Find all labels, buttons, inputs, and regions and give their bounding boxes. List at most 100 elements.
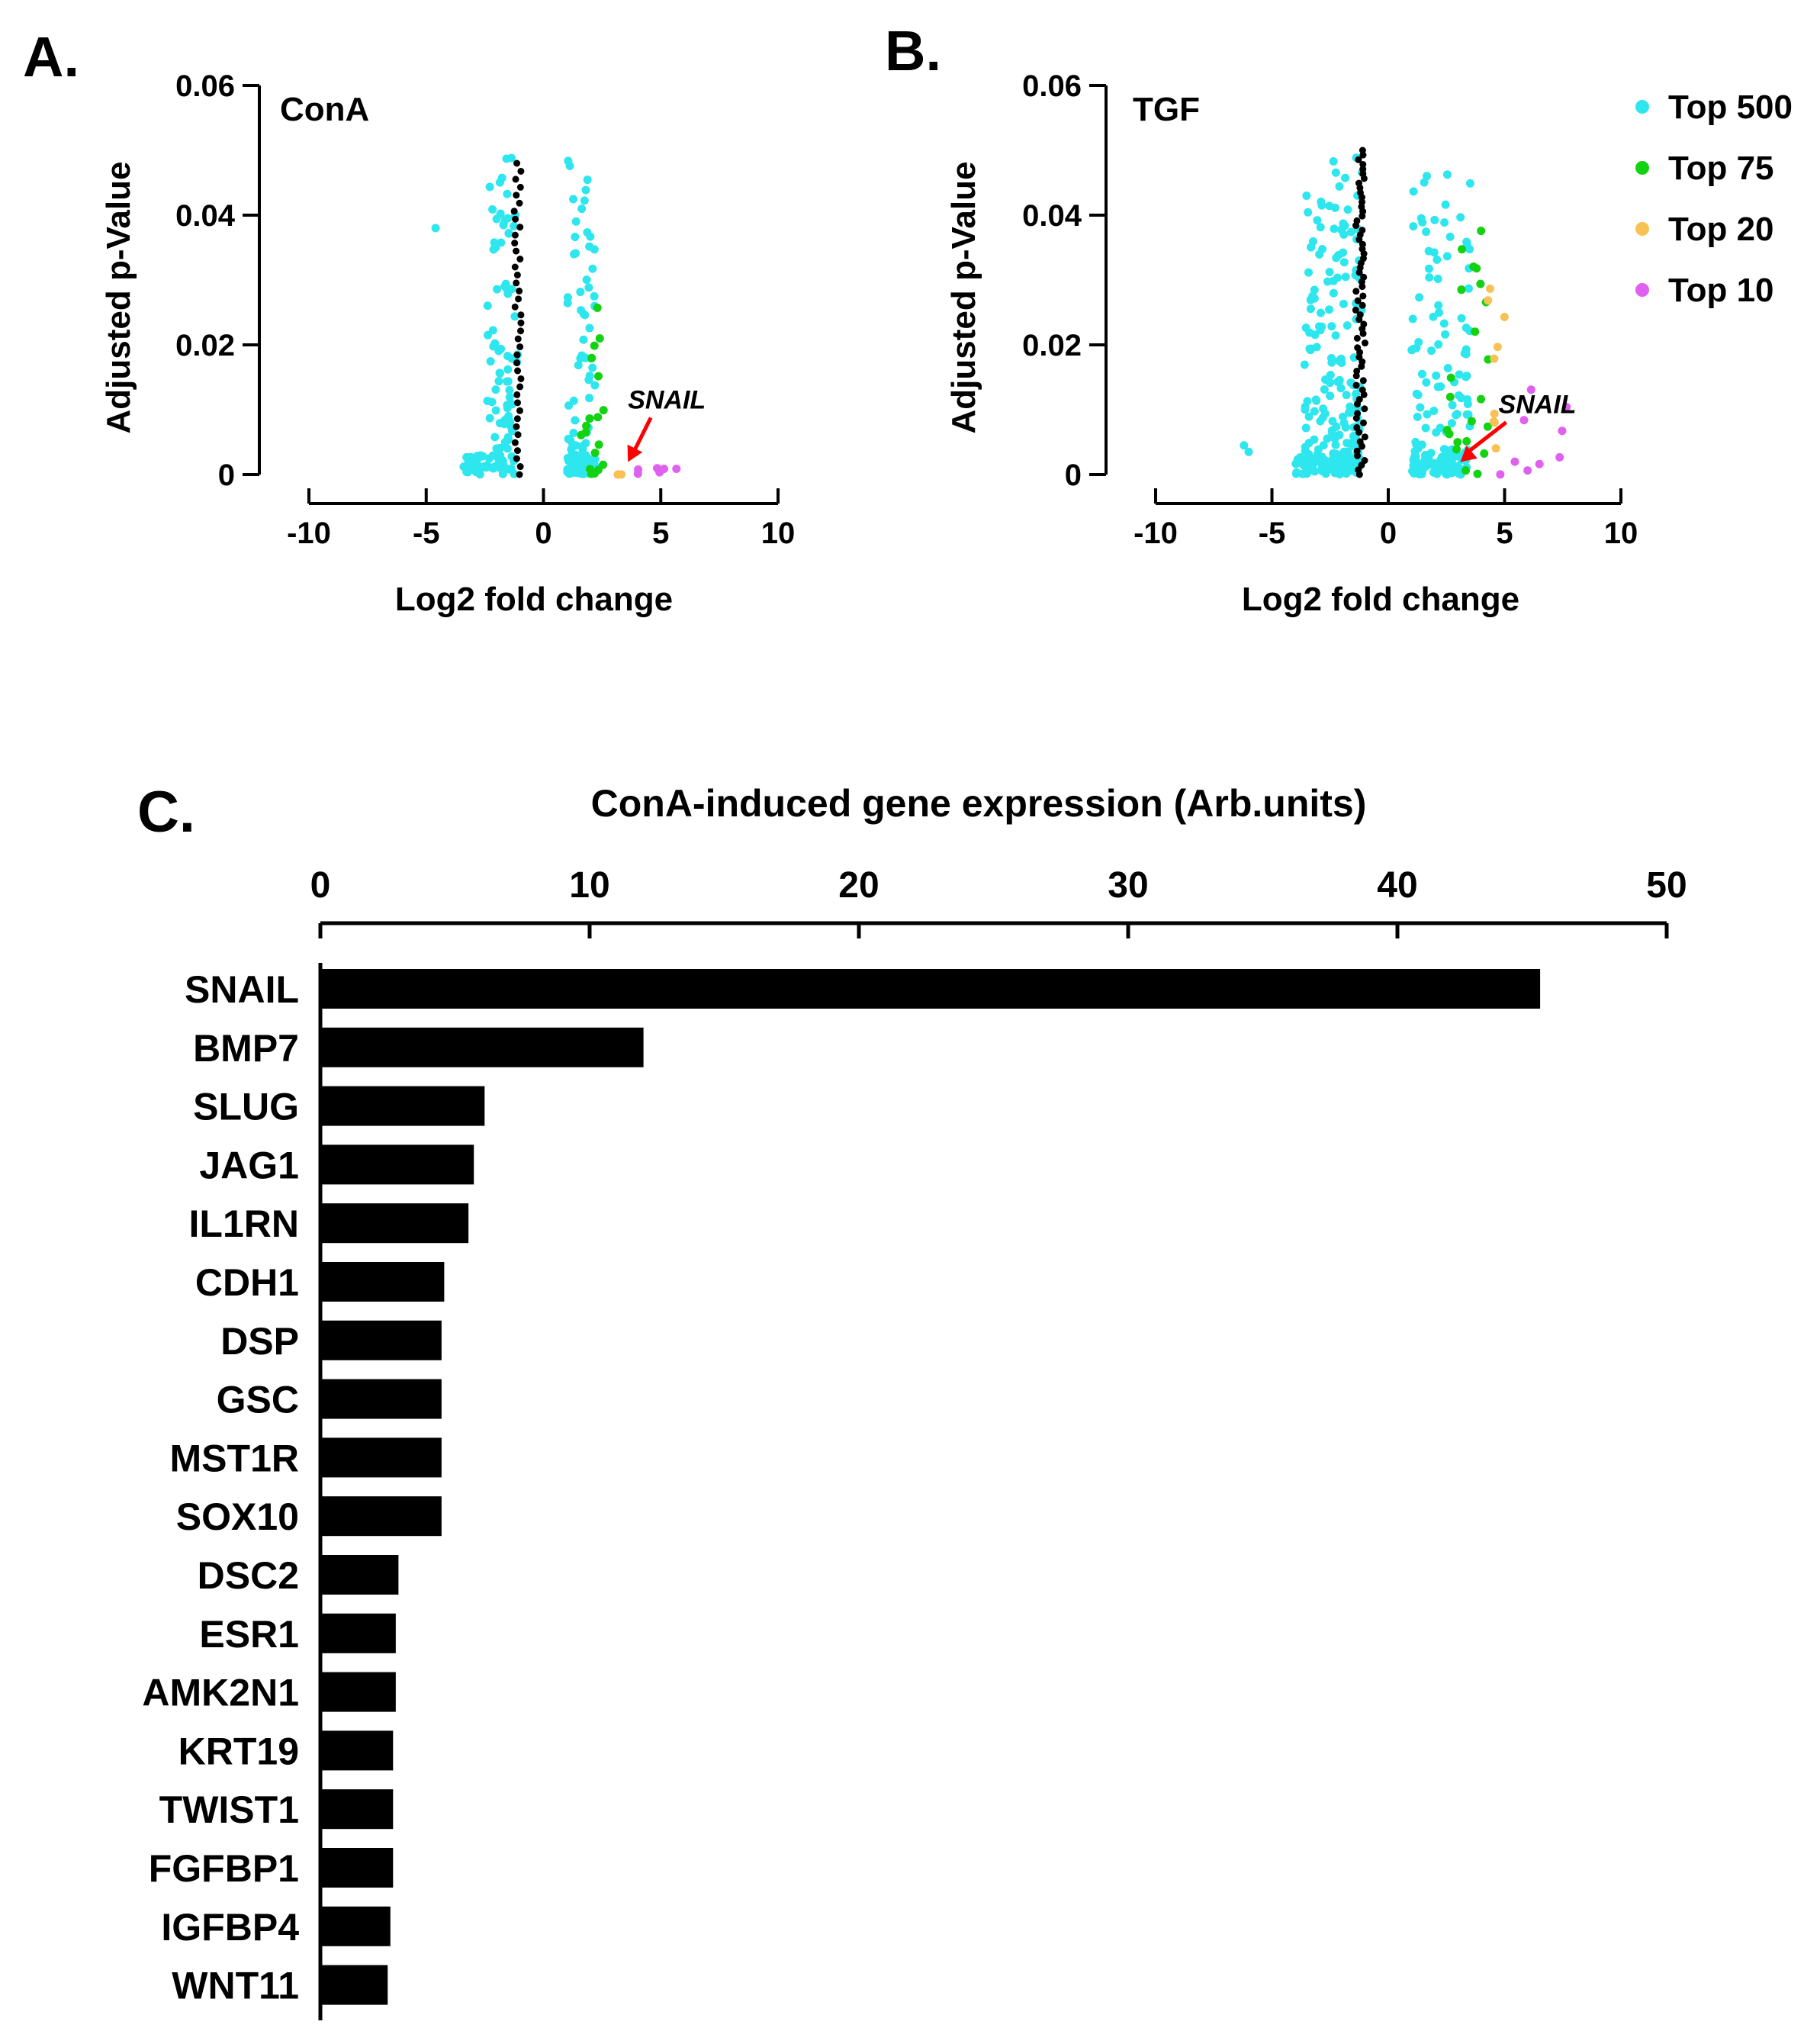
data-point-top-500 <box>1423 410 1432 419</box>
data-point-baseline <box>1361 405 1368 413</box>
data-point-top-500 <box>1325 268 1334 277</box>
data-point-top-500 <box>1317 201 1326 210</box>
data-point-top-20 <box>1490 418 1499 427</box>
y-axis-label: Adjusted p-Value <box>100 162 137 434</box>
data-point-top-500 <box>472 460 481 469</box>
category-label: JAG1 <box>199 1144 299 1186</box>
data-point-top-500 <box>505 393 514 402</box>
data-point-top-75 <box>599 460 608 469</box>
data-point-baseline <box>1359 386 1366 394</box>
data-point-top-500 <box>1439 319 1449 328</box>
data-point-top-500 <box>483 301 492 311</box>
panel-letter: B. <box>885 19 941 82</box>
x-tick-label: -10 <box>287 517 331 550</box>
data-point-top-500 <box>1305 328 1314 337</box>
data-point-top-500 <box>500 215 510 224</box>
data-point-top-500 <box>466 452 475 462</box>
data-point-top-500 <box>1313 216 1322 225</box>
data-point-top-500 <box>1339 230 1349 239</box>
data-point-top-75 <box>586 465 595 474</box>
data-point-top-75 <box>1473 469 1482 478</box>
data-point-top-500 <box>1457 314 1466 323</box>
data-point-top-500 <box>1455 370 1464 379</box>
data-point-top-500 <box>1409 222 1418 231</box>
volcano-panel-a: A. ConA 0 0.02 0.04 0.06 Adjusted p-Value -10 -5… <box>23 25 795 618</box>
data-point-baseline <box>516 471 523 478</box>
category-label: WNT11 <box>172 1965 299 2007</box>
data-point-baseline <box>1354 297 1362 304</box>
data-point-top-500 <box>1335 375 1344 385</box>
data-point-top-500 <box>1341 272 1350 282</box>
legend-label: Top 10 <box>1668 272 1774 309</box>
data-point-baseline <box>516 256 524 263</box>
category-label: FGFBP1 <box>149 1847 299 1890</box>
data-point-baseline <box>517 319 525 327</box>
data-point-top-500 <box>1328 417 1337 426</box>
data-point-top-75 <box>1445 392 1455 401</box>
data-point-top-500 <box>499 461 508 470</box>
data-point-top-500 <box>1433 274 1442 283</box>
data-point-top-500 <box>590 381 600 390</box>
data-point-top-500 <box>1416 403 1425 412</box>
data-point-top-75 <box>1457 285 1466 295</box>
bar <box>320 1086 485 1126</box>
y-tick-label: 0.04 <box>175 199 236 233</box>
data-point-top-75 <box>1453 438 1462 447</box>
data-point-top-500 <box>565 161 574 170</box>
data-point-top-500 <box>492 444 501 453</box>
data-point-top-500 <box>500 420 509 429</box>
data-point-baseline <box>516 199 523 207</box>
data-point-top-500 <box>486 357 495 366</box>
annotation-snail: SNAIL <box>628 386 706 415</box>
data-point-top-500 <box>1412 440 1421 449</box>
data-point-top-500 <box>1463 399 1472 408</box>
legend-marker-top10 <box>1635 283 1649 297</box>
data-point-top-500 <box>576 288 585 297</box>
data-point-top-500 <box>1310 285 1319 295</box>
data-point-top-500 <box>573 451 582 460</box>
data-point-baseline <box>1359 292 1367 300</box>
data-point-top-500 <box>493 285 502 294</box>
data-point-top-500 <box>582 275 591 285</box>
data-point-top-75 <box>599 406 608 415</box>
data-point-top-500 <box>503 404 512 413</box>
data-point-baseline <box>514 367 522 375</box>
data-point-top-500 <box>1302 191 1311 200</box>
plot-title: TGF <box>1133 91 1200 128</box>
data-point-top-500 <box>1318 414 1327 423</box>
data-point-top-500 <box>579 335 588 344</box>
data-point-top-500 <box>1240 441 1249 450</box>
data-point-top-500 <box>1342 391 1351 400</box>
legend-label: Top 500 <box>1668 89 1793 126</box>
data-point-top-500 <box>584 283 593 292</box>
data-point-top-500 <box>1439 445 1449 454</box>
data-point-top-500 <box>585 323 594 333</box>
data-point-top-75 <box>1461 466 1471 475</box>
data-point-top-500 <box>510 312 519 321</box>
data-point-baseline <box>517 311 525 319</box>
data-point-top-500 <box>479 462 488 472</box>
data-point-baseline <box>512 175 519 183</box>
data-point-baseline <box>511 263 519 271</box>
data-point-top-500 <box>1323 434 1332 443</box>
data-point-top-500 <box>1312 396 1321 405</box>
data-point-top-500 <box>571 217 580 226</box>
data-point-top-500 <box>1342 469 1351 478</box>
data-point-top-500 <box>577 204 587 214</box>
y-axis-label: Adjusted p-Value <box>945 162 982 434</box>
bar <box>320 1320 442 1360</box>
data-point-top-500 <box>579 469 588 478</box>
data-point-baseline <box>516 463 524 471</box>
data-point-top-500 <box>1330 459 1339 468</box>
data-point-top-500 <box>1424 246 1433 256</box>
data-point-top-500 <box>1326 354 1336 363</box>
bar <box>320 1555 399 1595</box>
data-point-top-75 <box>593 372 603 381</box>
data-point-baseline <box>513 351 521 359</box>
bar <box>320 1906 391 1946</box>
category-label: BMP7 <box>193 1027 299 1070</box>
data-point-top-500 <box>1341 173 1350 182</box>
data-point-baseline <box>1361 433 1368 441</box>
category-label: CDH1 <box>195 1261 299 1304</box>
data-point-top-500 <box>1304 451 1314 460</box>
